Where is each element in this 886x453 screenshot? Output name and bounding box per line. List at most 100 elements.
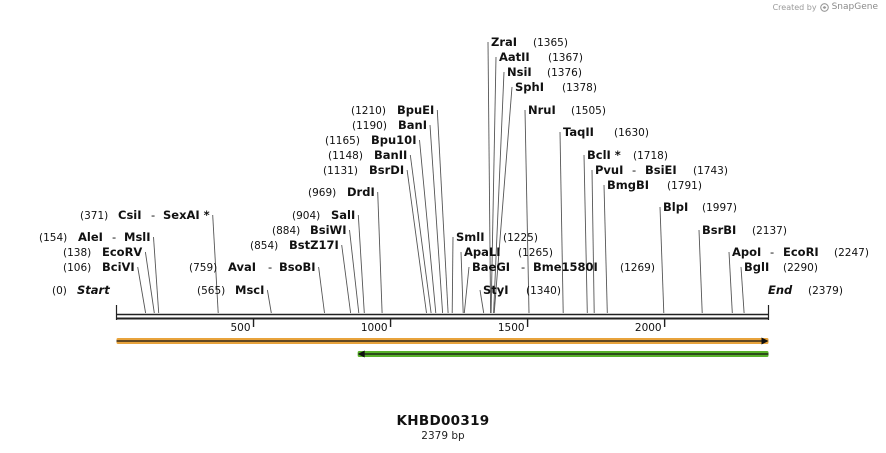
svg-text:-: - bbox=[632, 163, 636, 177]
site-name: BciVI bbox=[102, 260, 135, 274]
site-label-styi[interactable]: StyI (1340) bbox=[483, 283, 561, 297]
site-connector-drdi bbox=[377, 191, 383, 314]
site-name: BsrBI bbox=[702, 223, 736, 237]
site-label-aatii[interactable]: AatII (1367) bbox=[499, 50, 583, 64]
site-connector-bcivi bbox=[137, 266, 147, 314]
svg-text:-: - bbox=[521, 260, 525, 274]
site-name: BsiWI bbox=[310, 223, 347, 237]
site-name: BmgBI bbox=[607, 178, 649, 192]
site-label-bmgbi[interactable]: BmgBI (1791) bbox=[607, 178, 702, 192]
site-name: StyI bbox=[483, 283, 509, 297]
site-label-blpi[interactable]: BlpI (1997) bbox=[663, 200, 737, 214]
site-pos: (1148) bbox=[328, 150, 363, 162]
site-name: BlpI bbox=[663, 200, 688, 214]
site-connector-nrui bbox=[524, 109, 530, 314]
site-label-bpu10i[interactable]: (1165) Bpu10I bbox=[325, 133, 416, 147]
green-feature-arrowhead bbox=[357, 350, 365, 358]
site-label-bsrbi[interactable]: BsrBI (2137) bbox=[702, 223, 787, 237]
site-name: AleI bbox=[78, 230, 103, 244]
site-pos: (1630) bbox=[614, 127, 649, 139]
snapgene-credit: Created by SnapGene bbox=[773, 2, 878, 12]
site-label-msci[interactable]: (565) MscI bbox=[197, 283, 264, 297]
site-label-bsrdi[interactable]: (1131) BsrDI bbox=[323, 163, 404, 177]
site-label-bani[interactable]: (1190) BanI bbox=[352, 118, 427, 132]
site-pos: (969) bbox=[308, 187, 336, 199]
credit-brand: SnapGene bbox=[831, 2, 878, 12]
site-pos: (759) bbox=[189, 262, 217, 274]
site-name: AatII bbox=[499, 50, 530, 64]
site-connector-alei bbox=[153, 236, 160, 314]
site-label-pvui[interactable]: PvuI - BsiEI (1743) bbox=[595, 163, 728, 177]
site-label-zrai[interactable]: ZraI (1365) bbox=[491, 35, 568, 49]
site-name: NsiI bbox=[507, 65, 532, 79]
site-pos: (1365) bbox=[533, 37, 568, 49]
site-connector-apali bbox=[460, 251, 464, 314]
site-label-bstz17i[interactable]: (854) BstZ17I bbox=[250, 238, 339, 252]
site-label-nsii[interactable]: NsiI (1376) bbox=[507, 65, 582, 79]
site-connector-bstz17i bbox=[341, 244, 352, 314]
site-label-drdi[interactable]: (969) DrdI bbox=[308, 185, 375, 199]
site-label-smli[interactable]: SmlI (1225) bbox=[456, 230, 538, 244]
credit-prefix: Created by bbox=[772, 2, 817, 12]
site-name: ApoI bbox=[732, 245, 761, 259]
site-pos: (854) bbox=[250, 240, 278, 252]
svg-text:-: - bbox=[268, 260, 272, 274]
site-connector-bsiwi bbox=[349, 229, 360, 314]
site-name-2: BsiEI bbox=[645, 163, 677, 177]
site-pos: (1376) bbox=[547, 67, 582, 79]
site-label-bcivi[interactable]: (106) BciVI bbox=[63, 260, 135, 274]
site-label-sali[interactable]: (904) SalI bbox=[292, 208, 355, 222]
site-label-bpuei[interactable]: (1210) BpuEI bbox=[351, 103, 434, 117]
site-label-alei[interactable]: (154) AleI - MslI bbox=[39, 230, 151, 244]
site-label-bgli[interactable]: BglI (2290) bbox=[744, 260, 818, 274]
site-label-baegi[interactable]: BaeGI - Bme1580I (1269) bbox=[472, 260, 655, 274]
start-pos: (0) bbox=[52, 285, 67, 297]
site-label-nrui[interactable]: NruI (1505) bbox=[528, 103, 606, 117]
site-name: Bpu10I bbox=[371, 133, 416, 147]
site-connector-sali bbox=[357, 214, 365, 314]
site-name: ZraI bbox=[491, 35, 517, 49]
site-name: CsiI bbox=[118, 208, 142, 222]
site-connector-taqii bbox=[559, 131, 564, 314]
site-connector-pvui bbox=[591, 169, 595, 314]
site-name: TaqII bbox=[563, 125, 594, 139]
start-text: Start bbox=[77, 283, 110, 297]
site-label-csii[interactable]: (371) CsiI - SexAI * bbox=[80, 208, 210, 222]
site-connector-csii bbox=[212, 214, 219, 314]
site-label-bcli[interactable]: BclI * (1718) bbox=[587, 148, 668, 162]
site-name: BglI bbox=[744, 260, 769, 274]
site-label-bsiwi[interactable]: (884) BsiWI bbox=[272, 223, 347, 237]
site-pos: (2247) bbox=[834, 247, 869, 259]
site-label-sphi[interactable]: SphI (1378) bbox=[515, 80, 597, 94]
site-name: SmlI bbox=[456, 230, 485, 244]
site-name: PvuI bbox=[595, 163, 623, 177]
site-connector-blpi bbox=[659, 206, 665, 314]
site-label-ecorv[interactable]: (138) EcoRV bbox=[63, 245, 142, 259]
site-name: BclI * bbox=[587, 148, 621, 162]
site-label-taqii[interactable]: TaqII (1630) bbox=[563, 125, 649, 139]
site-pos: (1505) bbox=[571, 105, 606, 117]
site-connector-ecorv bbox=[144, 251, 155, 314]
site-name: BpuEI bbox=[397, 103, 434, 117]
site-name: NruI bbox=[528, 103, 556, 117]
site-pos: (106) bbox=[63, 262, 91, 274]
site-connector-styi bbox=[479, 289, 485, 314]
orange-feature-arrowhead bbox=[761, 337, 769, 345]
site-connector-nsii bbox=[493, 71, 505, 314]
site-label-apali[interactable]: ApaLI (1265) bbox=[464, 245, 553, 259]
site-connector-bpu10i bbox=[419, 139, 437, 314]
svg-text:-: - bbox=[770, 245, 774, 259]
site-connector-aatii bbox=[490, 56, 497, 314]
site-label-banii[interactable]: (1148) BanII bbox=[328, 148, 407, 162]
site-pos: (904) bbox=[292, 210, 320, 222]
site-name-2: EcoRI bbox=[783, 245, 819, 259]
site-name: MscI bbox=[235, 283, 264, 297]
site-label-avai[interactable]: (759) AvaI - BsoBI bbox=[189, 260, 316, 274]
site-name-2: MslI bbox=[124, 230, 151, 244]
site-connector-banii bbox=[409, 154, 432, 314]
site-connector-zrai bbox=[487, 41, 492, 314]
site-name: BanII bbox=[374, 148, 407, 162]
site-label-apoi[interactable]: ApoI - EcoRI (2247) bbox=[732, 245, 869, 259]
site-name-2: BsoBI bbox=[279, 260, 316, 274]
site-pos: (884) bbox=[272, 225, 300, 237]
